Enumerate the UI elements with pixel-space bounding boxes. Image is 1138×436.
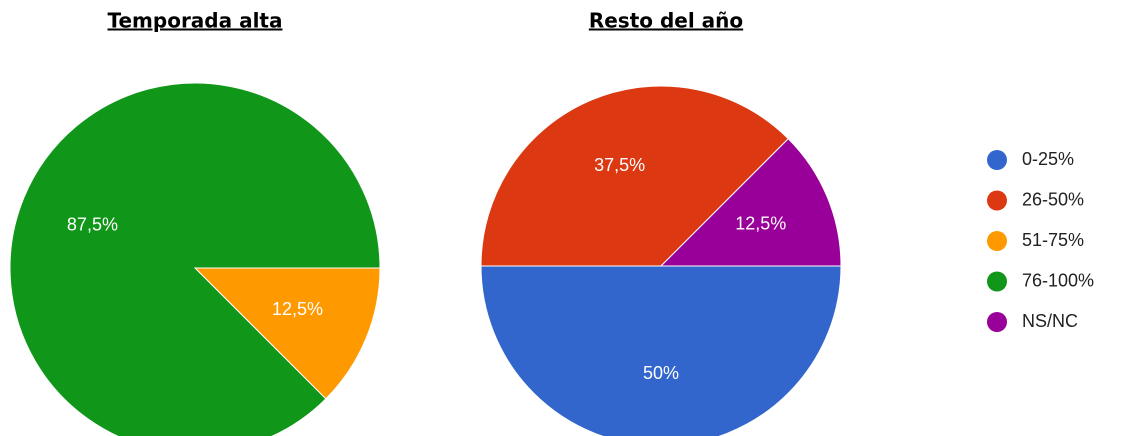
legend-swatch	[987, 190, 1007, 211]
data-label: 12,5%	[272, 299, 323, 319]
legend-label: 76-100%	[1022, 270, 1094, 290]
data-label: 12,5%	[735, 213, 786, 233]
legend-label: NS/NC	[1022, 311, 1078, 331]
data-label: 50%	[643, 363, 679, 383]
legend-swatch	[987, 231, 1007, 251]
pie-slice	[659, 138, 842, 267]
legend-swatch	[987, 150, 1007, 170]
legend-label: 26-50%	[1022, 189, 1084, 209]
legend-label: 0-25%	[1022, 149, 1074, 169]
chart-title: Temporada alta	[108, 9, 283, 33]
chart-title: Resto del año	[589, 9, 743, 33]
legend-label: 51-75%	[1022, 230, 1084, 250]
pie-slice	[480, 265, 842, 436]
legend-swatch	[987, 271, 1007, 292]
data-label: 37,5%	[594, 155, 645, 175]
pie-slice	[480, 85, 789, 267]
data-label: 87,5%	[67, 214, 118, 234]
pie-slice	[9, 82, 381, 436]
legend-swatch	[987, 312, 1007, 332]
pie-slice	[193, 267, 381, 400]
